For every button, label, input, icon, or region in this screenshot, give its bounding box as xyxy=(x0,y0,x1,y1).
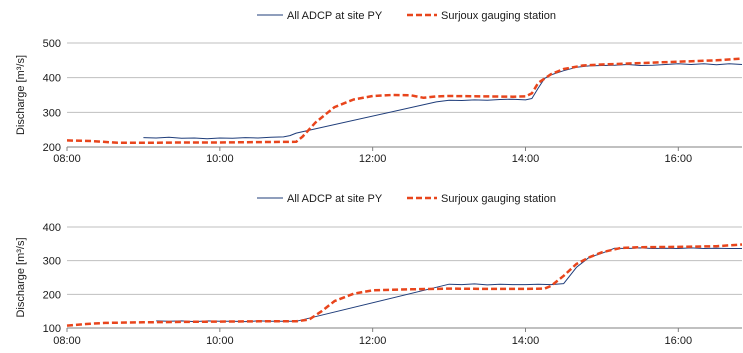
x-tick-label: 12:00 xyxy=(359,153,387,165)
y-tick-label: 500 xyxy=(43,38,61,50)
legend-label: All ADCP at site PY xyxy=(287,10,383,22)
x-tick-label: 08:00 xyxy=(53,335,81,347)
legend-label: Surjoux gauging station xyxy=(441,193,556,205)
x-tick-label: 10:00 xyxy=(206,335,234,347)
legend-label: Surjoux gauging station xyxy=(441,10,556,22)
y-axis-label: Discharge [m³/s] xyxy=(15,55,27,135)
x-tick-label: 16:00 xyxy=(665,335,693,347)
series-line-adcp xyxy=(156,247,742,323)
x-tick-label: 12:00 xyxy=(359,335,387,347)
series-line-surjoux xyxy=(66,243,743,327)
series-line-surjoux xyxy=(66,57,743,145)
x-tick-label: 14:00 xyxy=(512,153,540,165)
y-tick-label: 100 xyxy=(43,323,61,335)
chart-1: 200 300 400 500 08:00 10:00 12:00 14:00 16:00 Dis… xyxy=(15,10,743,165)
x-tick-label: 16:00 xyxy=(665,153,693,165)
x-tick-label: 10:00 xyxy=(206,153,234,165)
legend-label: All ADCP at site PY xyxy=(287,193,383,205)
x-tick-label: 08:00 xyxy=(53,153,81,165)
y-tick-label: 200 xyxy=(43,289,61,301)
x-tick-label: 14:00 xyxy=(512,335,540,347)
y-axis-label: Discharge [m³/s] xyxy=(15,237,27,317)
chart-2: 100 200 300 400 08:00 10:00 12:00 14:00 16:00 Dis… xyxy=(15,193,743,347)
y-tick-label: 300 xyxy=(43,256,61,268)
y-tick-label: 200 xyxy=(43,142,61,154)
y-tick-label: 400 xyxy=(43,222,61,234)
y-tick-label: 300 xyxy=(43,107,61,119)
series-line-adcp xyxy=(143,63,743,140)
y-tick-label: 400 xyxy=(43,73,61,85)
